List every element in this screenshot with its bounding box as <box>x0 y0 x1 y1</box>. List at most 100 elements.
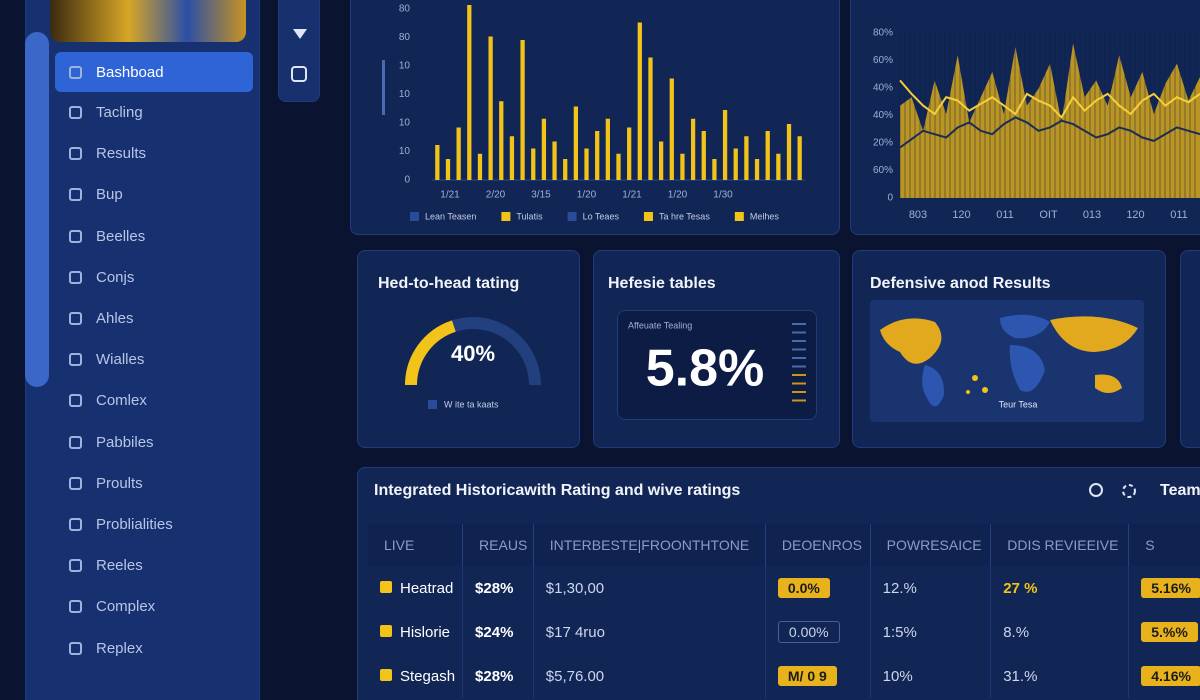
nav-icon <box>69 229 82 243</box>
cell: 0.0% <box>765 566 871 610</box>
bar <box>754 159 760 180</box>
label: Integrated Historicawith Rating and wive… <box>374 482 740 499</box>
level-bar <box>792 365 806 368</box>
nav-item[interactable]: Problialities <box>55 504 253 545</box>
refresh-icon[interactable] <box>1122 484 1136 498</box>
nav-label: Comlex <box>96 392 147 410</box>
table-row[interactable]: Heatrad $28% $1,30,00 0.0% 12.% 27 % 5.16% <box>368 566 1200 610</box>
nav-label: Bup <box>96 186 123 204</box>
level-bar <box>792 348 806 351</box>
nav-item[interactable]: Complex <box>55 586 253 627</box>
nav-item[interactable]: Tacling <box>55 92 253 133</box>
level-bar <box>792 340 806 342</box>
label: 3/15 <box>531 190 551 201</box>
label: 2/20 <box>486 190 506 201</box>
axis-marker <box>382 60 385 115</box>
icons <box>291 29 307 82</box>
column-header: POWRESAICE <box>870 524 992 566</box>
label: 011 <box>996 209 1014 221</box>
nav-icon <box>69 270 82 284</box>
bar <box>445 159 451 180</box>
nav-item[interactable]: Proults <box>55 463 253 504</box>
nav-item[interactable]: Conjs <box>55 257 253 298</box>
level-bar <box>792 374 806 376</box>
bar <box>658 141 664 180</box>
label: 013 <box>1083 209 1101 221</box>
bar <box>733 148 738 180</box>
label: Melhes <box>750 211 780 221</box>
label: Ta hre Tesas <box>659 211 710 221</box>
dropdown-icon[interactable] <box>293 29 307 39</box>
avatar <box>50 0 246 42</box>
legend-swatch <box>567 212 577 221</box>
nav-label: Proults <box>96 474 143 492</box>
label: 40% <box>873 110 893 121</box>
table-row[interactable]: Hislorie $24% $17 4ruo 0.00% 1:5% 8.% 5.%% <box>368 610 1200 654</box>
label: 0 <box>887 193 893 204</box>
nav-item[interactable]: Bup <box>55 174 253 215</box>
nav-label: Reeles <box>96 557 143 575</box>
nav-item[interactable]: Wialles <box>55 339 253 380</box>
cell-text: $28% <box>475 579 514 597</box>
nav-item[interactable]: Reeles <box>55 545 253 586</box>
cell-text: Stegash <box>400 667 456 685</box>
bar <box>435 145 440 180</box>
bar <box>573 106 579 180</box>
label: 1/21 <box>440 190 460 201</box>
level-bar <box>792 323 806 325</box>
label: 0 <box>404 175 410 186</box>
table-row[interactable]: Stegash $28% $5,76.00 M/ 0 9 10% 31.% 4.16% <box>368 654 1200 698</box>
nav-label: Ahles <box>96 310 134 328</box>
label: 120 <box>1126 209 1144 221</box>
cell-text: $28% <box>475 667 514 685</box>
bar <box>744 136 749 180</box>
cell: 4.16% <box>1128 654 1200 698</box>
cell-text: $17 4ruo <box>545 623 605 641</box>
cell-text: $5,76.00 <box>545 667 605 685</box>
nav-item[interactable]: Replex <box>55 627 253 668</box>
nav-icon <box>69 435 82 449</box>
nav-item[interactable]: Beelles <box>55 216 253 257</box>
cell: 5.16% <box>1128 566 1200 610</box>
settings-icon[interactable] <box>291 66 307 82</box>
badge: 0.0% <box>777 577 830 598</box>
cell: Hislorie <box>368 610 464 654</box>
cell: 31.% <box>990 654 1130 698</box>
cell-text: 31.% <box>1003 667 1038 685</box>
label: Lean Teasen <box>425 211 476 221</box>
level-bar <box>792 357 806 359</box>
nav-icon <box>69 641 82 655</box>
level-bar <box>792 399 806 402</box>
nav-item[interactable]: Comlex <box>55 380 253 421</box>
level-bar <box>792 331 806 334</box>
bar <box>488 36 493 180</box>
badge: 4.16% <box>1141 665 1200 686</box>
nav-item[interactable]: Bashboad <box>55 52 253 92</box>
bar <box>541 118 547 180</box>
nav-item[interactable]: Ahles <box>55 298 253 339</box>
legend-swatch <box>734 212 744 221</box>
row-icon <box>380 624 392 637</box>
bar <box>456 127 461 180</box>
cell: $28% <box>462 654 534 698</box>
bar <box>531 148 536 180</box>
nav-item[interactable]: Pabbiles <box>55 422 253 463</box>
bar <box>467 5 472 180</box>
nav-label: Pabbiles <box>96 433 154 451</box>
label: 80 <box>399 4 411 15</box>
legend-swatch <box>410 212 419 221</box>
cell: $1,30,00 <box>533 566 766 610</box>
bar <box>797 136 802 180</box>
label: 1/20 <box>668 190 688 201</box>
search-icon[interactable] <box>1089 483 1103 497</box>
nav-item[interactable]: Results <box>55 133 253 174</box>
label: 10 <box>399 89 411 100</box>
scrollbar[interactable] <box>25 32 49 387</box>
bar <box>520 40 525 180</box>
bar <box>627 127 632 180</box>
bar <box>637 22 642 180</box>
nav-icon <box>69 476 82 490</box>
nav-label: Bashboad <box>96 63 164 81</box>
